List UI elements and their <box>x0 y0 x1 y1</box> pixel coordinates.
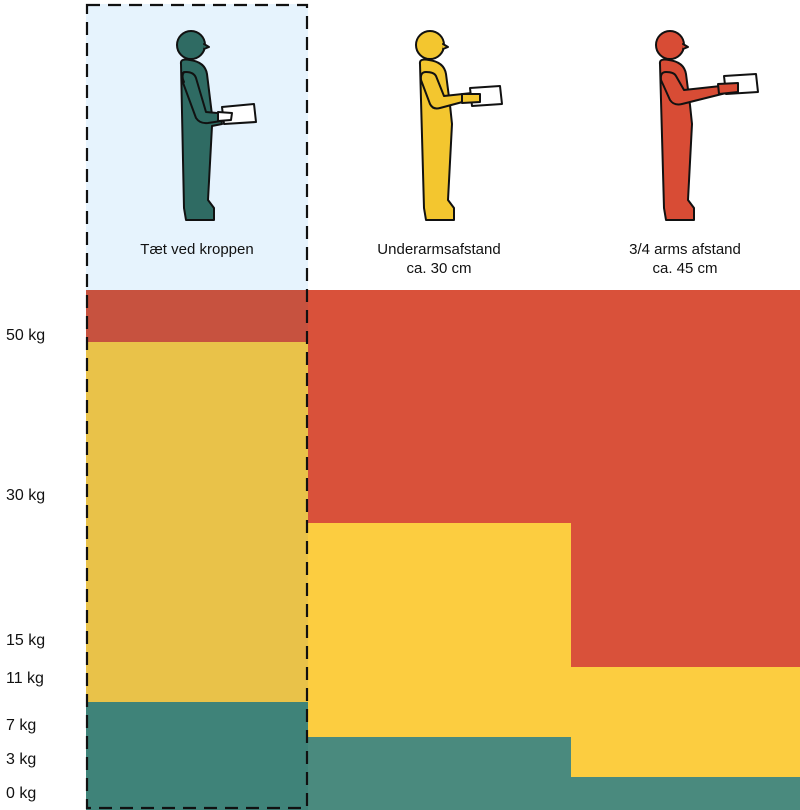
y-tick-3: 3 kg <box>6 751 37 768</box>
y-tick-15: 15 kg <box>6 632 46 649</box>
zone-forearm-yellow <box>308 523 571 737</box>
zone-threequarter-red <box>571 290 800 667</box>
column-label-close: Tæt ved kroppen <box>96 240 298 259</box>
zone-close-green <box>86 702 308 810</box>
y-tick-0: 0 kg <box>6 785 37 802</box>
zone-threequarter-yellow <box>571 667 800 777</box>
column-label-threequarter-line1: 3/4 arms afstand <box>629 241 741 258</box>
zone-close-red <box>86 290 308 342</box>
zone-forearm-green <box>308 737 571 810</box>
person-threequarter-icon <box>655 30 759 221</box>
y-tick-30: 30 kg <box>6 487 46 504</box>
column-label-forearm: Underarmsafstand ca. 30 cm <box>339 240 539 278</box>
y-tick-7: 7 kg <box>6 717 37 734</box>
zone-bands <box>86 290 800 810</box>
column-label-close-line1: Tæt ved kroppen <box>140 241 254 258</box>
zone-close-yellow <box>86 342 308 702</box>
column-label-threequarter-line2: ca. 45 cm <box>652 260 718 277</box>
column-label-threequarter: 3/4 arms afstand ca. 45 cm <box>585 240 785 278</box>
person-forearm-icon <box>415 30 503 221</box>
highlight-dashed-frame <box>85 3 309 810</box>
y-tick-11: 11 kg <box>6 670 44 687</box>
person-close-icon <box>176 30 257 221</box>
zone-forearm-red <box>308 290 571 523</box>
zone-threequarter-green <box>571 777 800 810</box>
column-label-forearm-line1: Underarmsafstand <box>377 241 501 258</box>
y-tick-50: 50 kg <box>6 327 46 344</box>
column-label-forearm-line2: ca. 30 cm <box>406 260 472 277</box>
